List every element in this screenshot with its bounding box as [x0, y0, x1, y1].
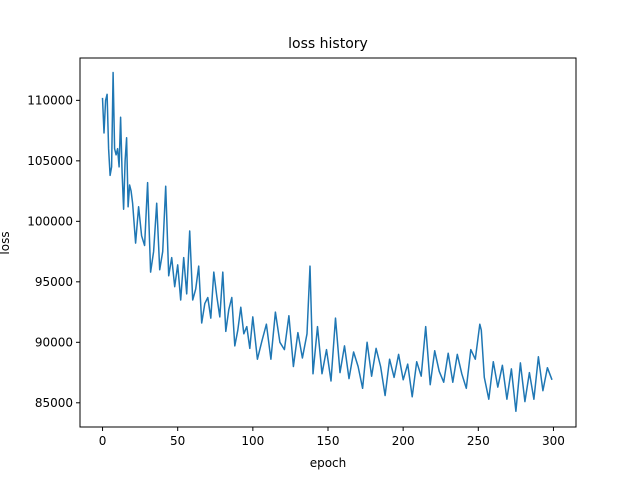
x-tick-label: 0 [99, 434, 107, 448]
x-tick-label: 50 [170, 434, 185, 448]
x-tick-label: 200 [392, 434, 415, 448]
x-tick-label: 250 [467, 434, 490, 448]
x-axis: 0 50 100 150 200 250 300 [99, 427, 565, 448]
y-tick-label: 95000 [35, 275, 73, 289]
x-axis-label: epoch [310, 456, 347, 470]
y-tick-label: 105000 [27, 154, 73, 168]
loss-series-line [101, 71, 553, 413]
y-axis-label: loss [0, 231, 12, 254]
chart-title: loss history [288, 36, 368, 52]
y-tick-label: 100000 [27, 214, 73, 228]
plot-area [101, 71, 553, 413]
y-tick-label: 110000 [27, 93, 73, 107]
y-tick-label: 90000 [35, 335, 73, 349]
x-tick-label: 150 [317, 434, 340, 448]
x-tick-label: 100 [241, 434, 264, 448]
y-tick-label: 85000 [35, 396, 73, 410]
x-tick-label: 300 [542, 434, 565, 448]
y-axis: 85000 90000 95000 100000 105000 110000 [27, 93, 80, 410]
